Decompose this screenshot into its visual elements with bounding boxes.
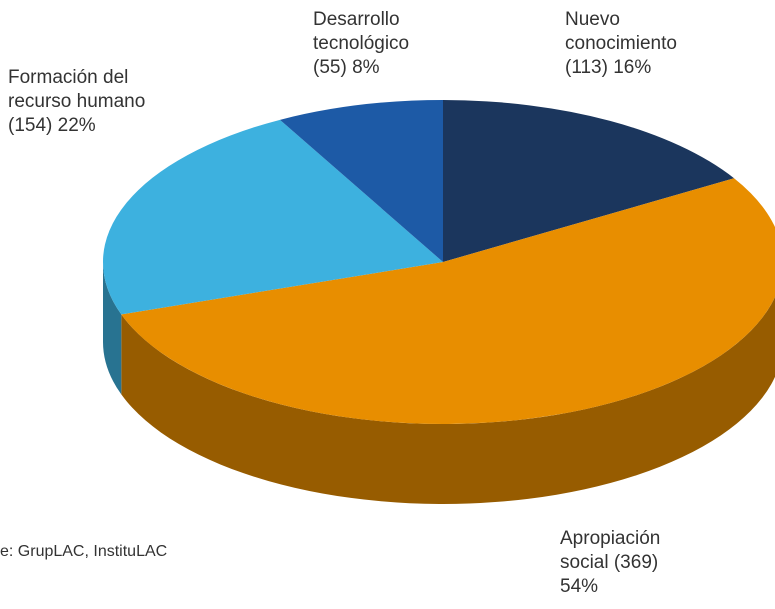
value-label: (113) 16%: [565, 57, 652, 78]
value-label: (369) 54%: [560, 552, 659, 597]
category-label: Desarrollo tecnológico: [313, 9, 410, 54]
category-label: Apropiación social: [560, 528, 661, 573]
value-label: (154) 22%: [8, 115, 96, 136]
slice-label: Nuevo conocimiento (113) 16%: [565, 8, 715, 80]
slice-label: Formación del recurso humano (154) 22%: [8, 66, 188, 138]
value-label: (55) 8%: [313, 57, 380, 78]
slice-label: Apropiación social (369) 54%: [560, 527, 685, 599]
category-label: Nuevo conocimiento: [565, 9, 677, 54]
category-label: Formación del recurso humano: [8, 67, 146, 112]
slice-side: [121, 296, 775, 504]
slice: [443, 100, 735, 262]
slice: [103, 119, 444, 315]
slice: [121, 178, 775, 424]
slice-label: Desarrollo tecnológico (55) 8%: [313, 8, 433, 80]
slice: [279, 100, 443, 262]
source: e: GrupLAC, InstituLAC: [0, 543, 168, 560]
slice-side: [103, 262, 122, 395]
